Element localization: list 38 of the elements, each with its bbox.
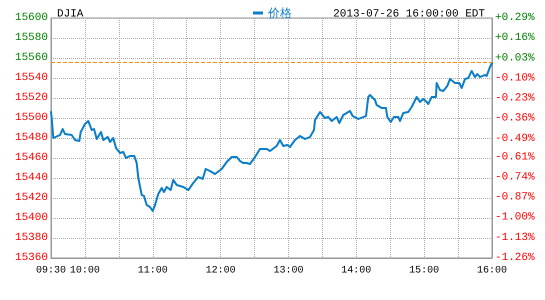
x-tick-label: 10:00 — [70, 266, 100, 276]
y-tick-label: 15500 — [14, 112, 48, 124]
x-tick-label: 14:00 — [341, 266, 372, 276]
y-tick-label: 15480 — [14, 132, 48, 144]
y2-tick-label: +0.29% — [495, 12, 536, 24]
y2-tick-label: -1.00% — [495, 212, 536, 224]
y2-tick-label: +0.16% — [495, 32, 536, 44]
x-tick-label: 11:00 — [138, 266, 168, 276]
y2-tick-label: +0.03% — [495, 52, 536, 64]
y2-tick-label: -0.36% — [495, 112, 536, 125]
y2-tick-label: -0.61% — [495, 151, 536, 164]
y2-tick-label: -0.49% — [495, 132, 536, 145]
y2-tick-label: -0.74% — [495, 171, 536, 184]
y2-tick-label: -0.23% — [495, 92, 536, 105]
chart-title: DJIA — [57, 8, 84, 20]
y-tick-label: 15380 — [14, 232, 48, 244]
x-tick-label: 09:30 — [36, 266, 66, 276]
y-tick-label: 15580 — [14, 32, 48, 44]
y-tick-label: 15540 — [14, 72, 48, 84]
y-tick-label: 15520 — [14, 92, 48, 104]
y-tick-label: 15400 — [14, 212, 48, 224]
y-tick-label: 15460 — [14, 152, 48, 164]
legend-label: 价格 — [267, 6, 292, 20]
y-tick-label: 15560 — [14, 52, 48, 64]
x-tick-label: 15:00 — [409, 266, 440, 276]
y2-tick-label: -1.13% — [495, 232, 536, 244]
y-tick-label: 15600 — [14, 12, 48, 24]
y-tick-label: 15360 — [14, 252, 48, 264]
y-tick-label: 15440 — [14, 172, 48, 184]
chart-subtitle: 2013-07-26 16:00:00 EDT — [333, 8, 486, 20]
y2-tick-label: -0.87% — [495, 192, 536, 204]
y2-tick-label: -0.10% — [495, 72, 536, 84]
x-tick-label: 13:00 — [273, 266, 304, 276]
y2-tick-label: -1.26% — [495, 252, 536, 264]
x-tick-label: 12:00 — [206, 266, 236, 276]
line-series — [50, 62, 493, 212]
x-tick-label: 16:00 — [476, 266, 508, 276]
y-tick-label: 15420 — [14, 192, 48, 204]
